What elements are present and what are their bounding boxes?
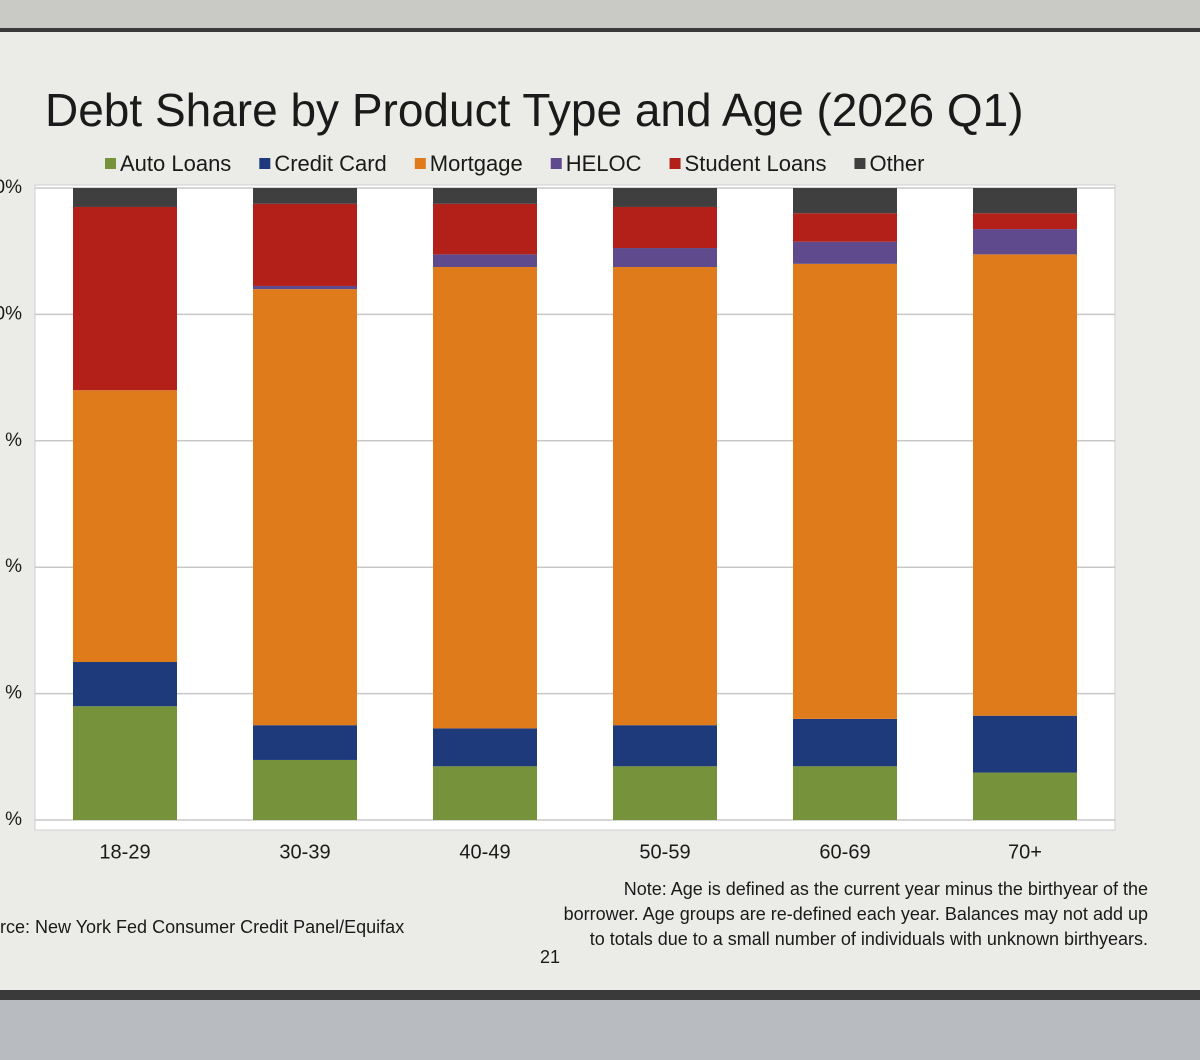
bar-segment [973,213,1077,230]
bar-segment [253,759,357,820]
legend-label: Student Loans [685,151,827,176]
y-tick-label: % [5,430,22,451]
y-tick-label: % [5,683,22,704]
bar-segment [613,248,717,267]
x-tick-label: 60-69 [819,841,870,863]
legend-label: Credit Card [274,151,386,176]
legend-swatch [414,158,426,169]
bar-segment [433,188,537,204]
bar-segment [613,206,717,249]
legend-label: Other [869,151,924,176]
bar-segment [433,203,537,255]
bar-segment [793,188,897,214]
bar-segment [253,203,357,286]
bar-segment [793,213,897,242]
plot-area [34,184,1116,831]
legend-swatch [669,158,681,169]
bar-segment [73,390,177,662]
source: rce: New York Fed Consumer Credit Panel/… [0,917,404,937]
x-tick-label: 50-59 [639,841,690,863]
bar-segment [973,715,1077,773]
note-line: to totals due to a small number of indiv… [590,929,1148,949]
bar-segment [613,766,717,820]
x-tick-label: 70+ [1008,841,1042,863]
y-tick-label: % [5,556,22,577]
bar-segment [433,766,537,820]
page-number: 21 [540,947,560,967]
bar-segment [73,206,177,391]
legend-swatch [259,158,271,169]
bar-segment [973,254,1077,716]
x-tick-label: 18-29 [99,841,150,863]
x-tick-label: 40-49 [459,841,510,863]
bar-segment [73,188,177,207]
legend-swatch [105,158,116,169]
bar-segment [253,285,357,290]
y-tick-label: 0% [0,303,22,324]
x-tick-label: 30-39 [279,841,330,863]
bar-segment [613,725,717,767]
bar-segment [793,263,897,719]
bar-segment [973,229,1077,255]
bar-segment [613,267,717,726]
bar-segment [973,188,1077,214]
y-tick-label: 0% [0,177,22,198]
bar-segment [433,267,537,729]
note-line: borrower. Age groups are re-defined each… [564,904,1148,924]
bar-segment [793,766,897,820]
bar-segment [73,662,177,707]
bar-segment [433,728,537,767]
legend-label: Auto Loans [120,151,231,176]
taskbar [0,1000,1200,1060]
bar-segment [793,241,897,264]
bar-segment [613,188,717,207]
chart-title: Debt Share by Product Type and Age (2026… [45,84,1024,136]
y-tick-label: % [5,809,22,830]
bar-segment [253,188,357,204]
bar-segment [253,725,357,760]
bar-segment [793,718,897,767]
legend-label: HELOC [566,151,642,176]
bar-segment [73,706,177,820]
bar-segment [973,772,1077,820]
legend-label: Mortgage [430,151,523,176]
bar-segment [433,254,537,267]
chart-content: %%%% 0% 0% Auto Loans Credit Card Mortgage HEL… [0,151,1115,863]
bar-segment [253,289,357,726]
legend-swatch [550,158,562,169]
legend-swatch [854,158,866,169]
window-strip [0,0,1200,28]
note-line: Note: Age is defined as the current year… [624,879,1148,899]
